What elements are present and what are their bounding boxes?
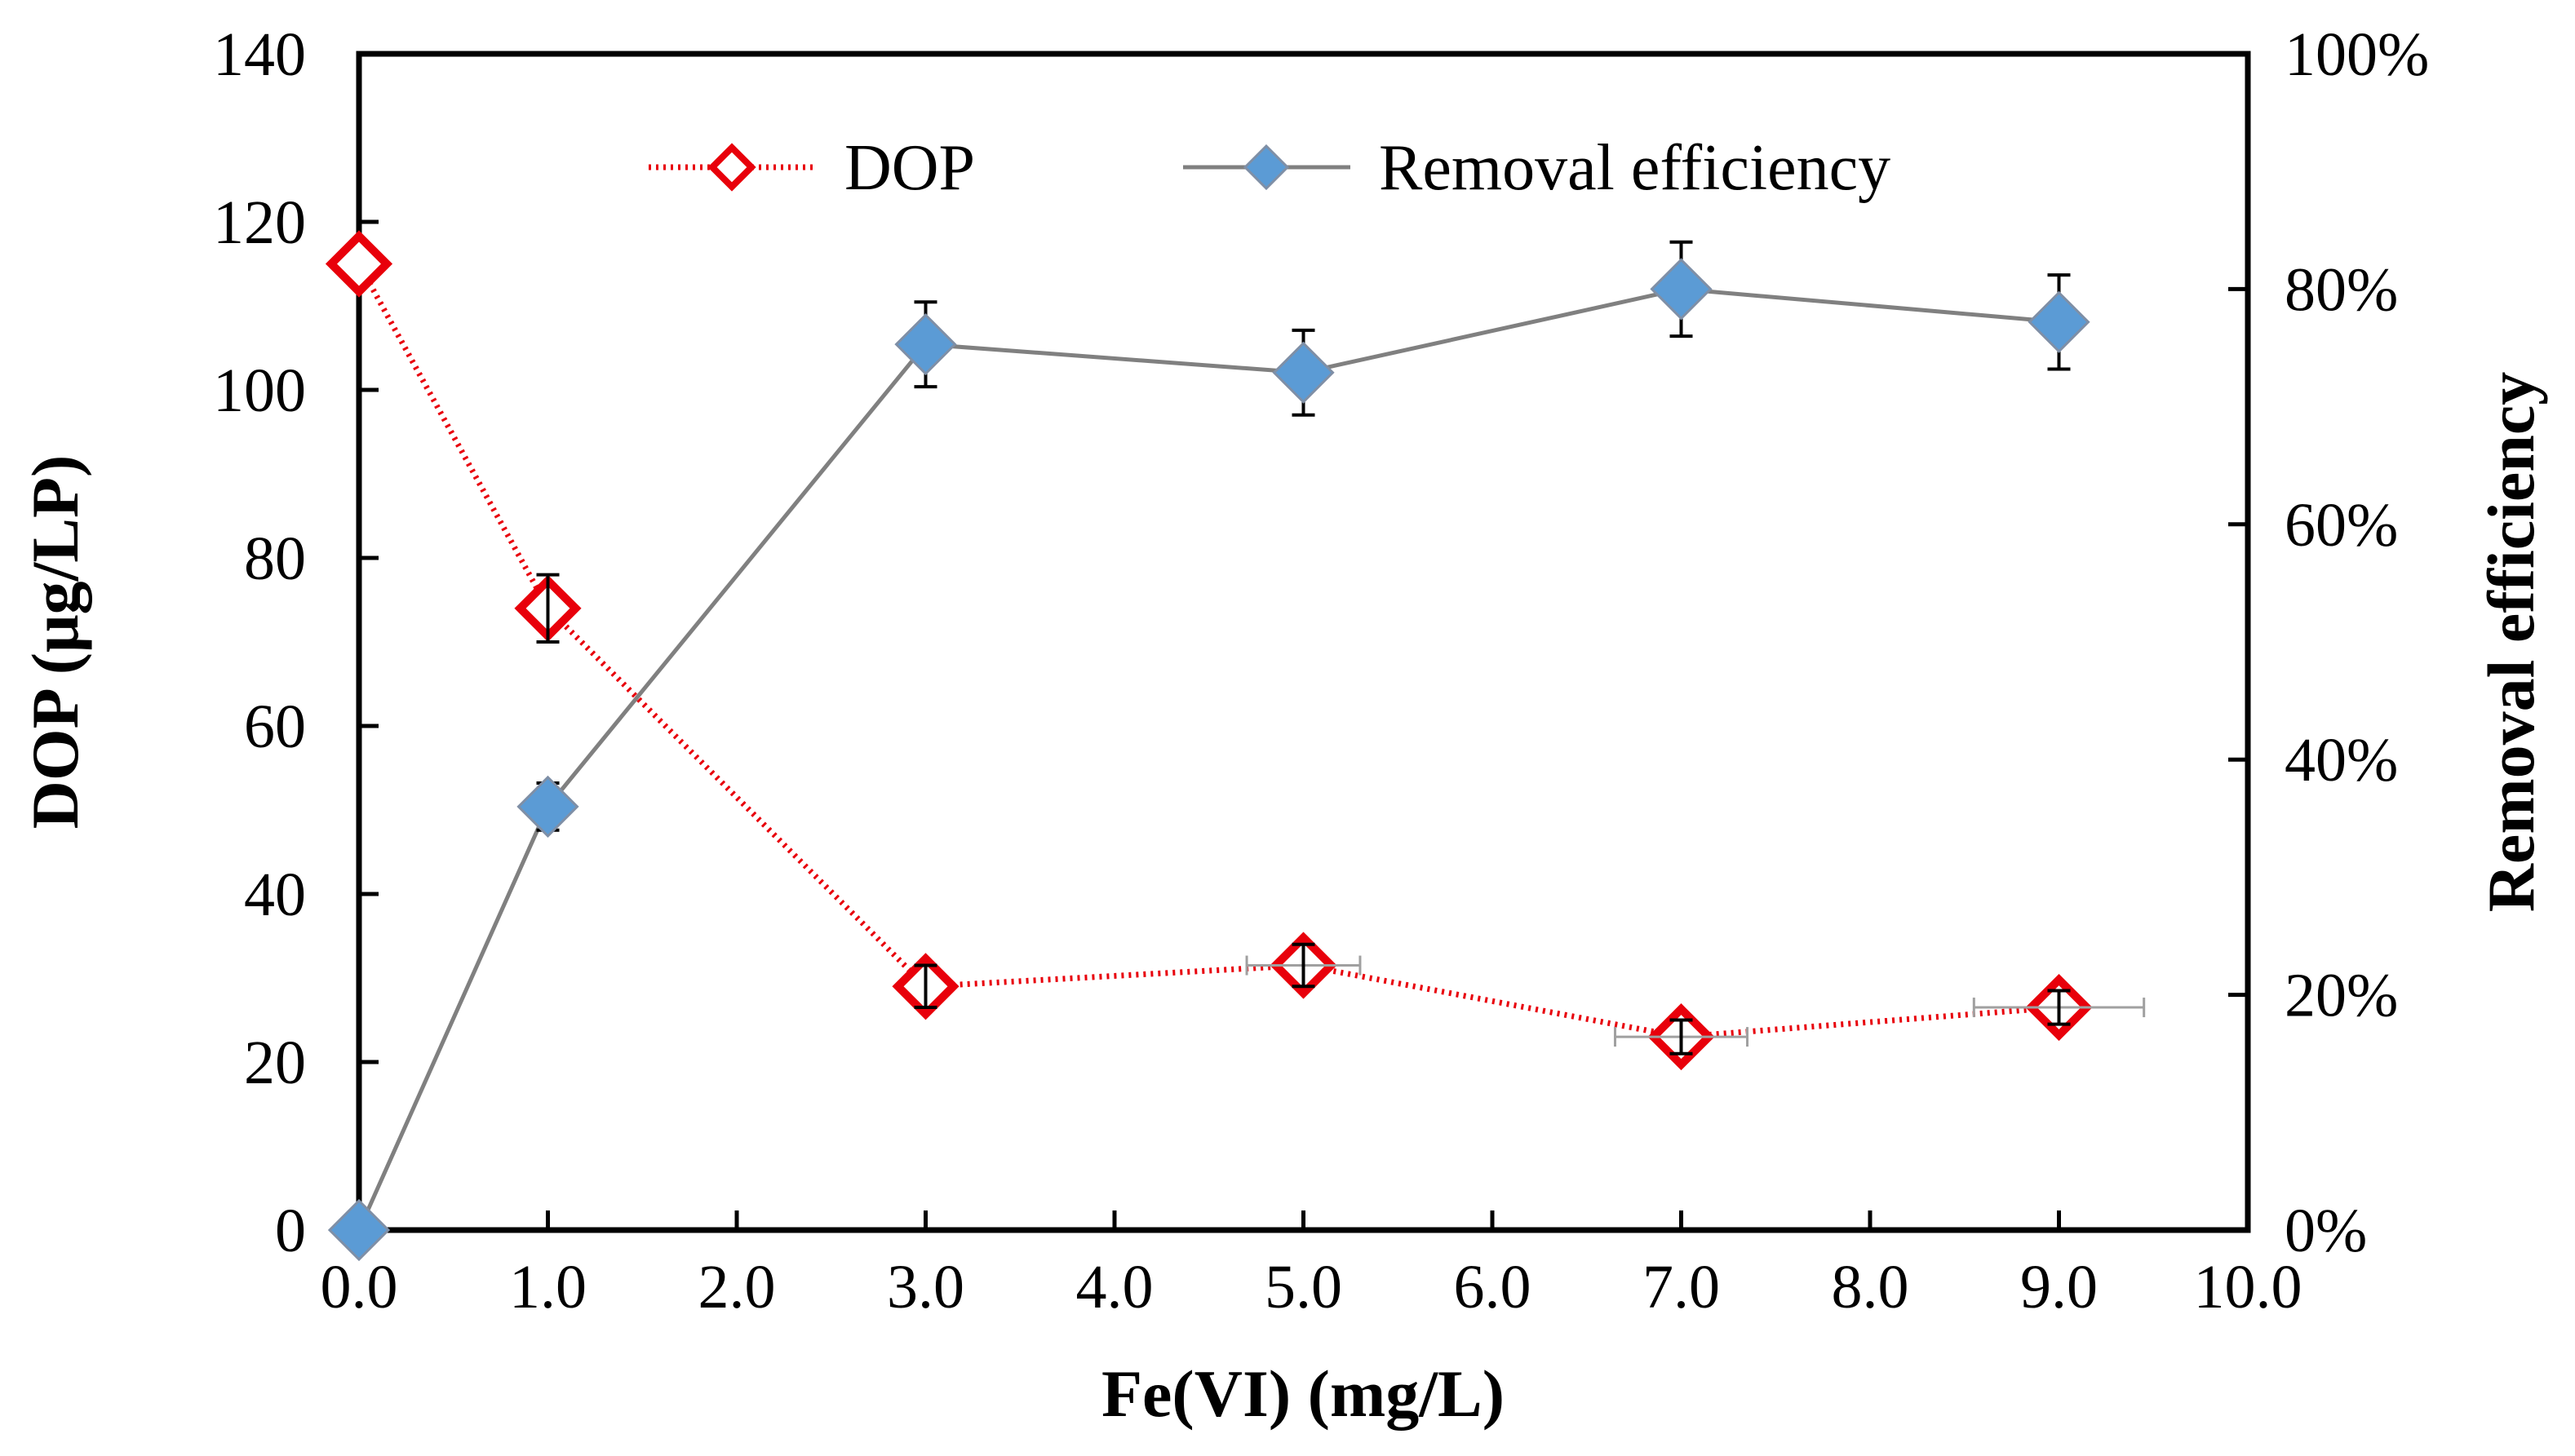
y2-tick-label: 100% <box>2285 20 2429 89</box>
removal-efficiency-point <box>2028 290 2090 353</box>
legend: DOP Removal efficiency <box>649 132 1890 204</box>
removal-efficiency-point <box>1650 258 1713 321</box>
y-tick-label: 100 <box>213 356 306 425</box>
x-tick-label: 10.0 <box>2194 1253 2302 1321</box>
removal-efficiency-line <box>357 286 2059 1232</box>
legend-dop-label: DOP <box>844 132 975 204</box>
x-tick-label: 8.0 <box>1832 1253 1909 1321</box>
x-tick-label: 2.0 <box>698 1253 776 1321</box>
removal-efficiency-point <box>516 775 579 839</box>
plot-area <box>356 51 2251 1233</box>
axes: 0.0 1.0 2.0 3.0 4.0 5.0 6.0 7.0 8.0 9.0 10.0 0 20 40 6… <box>213 20 2429 1321</box>
x-axis-title: Fe(VI) (mg/L) <box>1101 1356 1505 1431</box>
y-tick-label: 120 <box>213 188 306 257</box>
y-tick-label: 140 <box>213 20 306 89</box>
x-tick-label: 4.0 <box>1076 1253 1154 1321</box>
dop-point <box>325 230 393 298</box>
y-tick-label: 40 <box>244 861 306 929</box>
legend-dop-marker <box>707 143 756 192</box>
y2-tick-label: 40% <box>2285 726 2398 794</box>
x-tick-label: 3.0 <box>887 1253 964 1321</box>
y2-tick-label: 60% <box>2285 491 2398 560</box>
removal-efficiency-point <box>327 1198 391 1262</box>
x-tick-label: 1.0 <box>509 1253 587 1321</box>
y-tick-label: 20 <box>244 1029 306 1097</box>
x-tick-label: 7.0 <box>1642 1253 1720 1321</box>
removal-efficiency-point <box>1272 341 1335 404</box>
removal-efficiency-point <box>894 313 957 376</box>
legend-removal-efficiency-marker <box>1243 144 1290 191</box>
x-tick-label: 9.0 <box>2020 1253 2098 1321</box>
dop-line <box>356 262 2059 1040</box>
y-tick-label: 60 <box>244 693 306 761</box>
y2-axis-title: Removal efficiency <box>2474 372 2548 913</box>
x-tick-label: 0.0 <box>321 1253 398 1321</box>
y-tick-label: 0 <box>275 1197 306 1265</box>
legend-removal-efficiency-label: Removal efficiency <box>1379 132 1890 204</box>
y2-tick-label: 80% <box>2285 255 2398 324</box>
x-tick-label: 5.0 <box>1265 1253 1342 1321</box>
y-axis-title: DOP (μg/LP) <box>18 455 92 830</box>
y2-tick-label: 0% <box>2285 1197 2367 1265</box>
y-tick-label: 80 <box>244 524 306 593</box>
series-layer <box>325 230 2146 1262</box>
y2-tick-label: 20% <box>2285 962 2398 1030</box>
x-tick-label: 6.0 <box>1454 1253 1531 1321</box>
